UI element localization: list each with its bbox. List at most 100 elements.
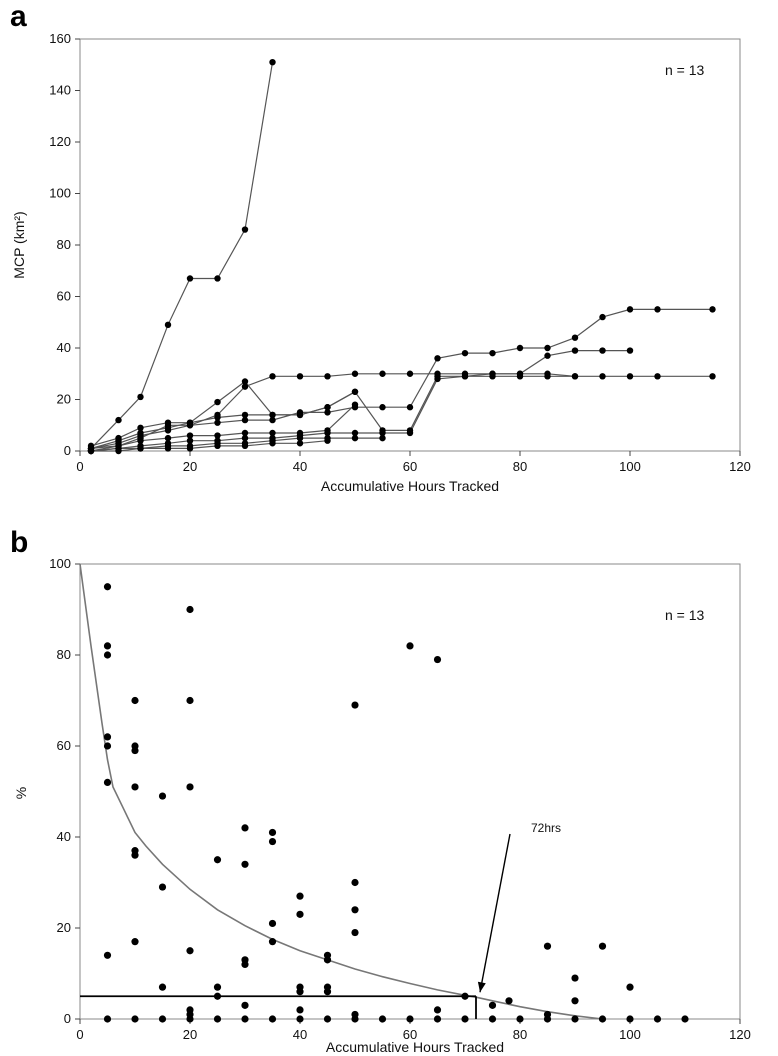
data-point — [268, 1015, 277, 1023]
data-point — [351, 906, 359, 914]
data-point — [186, 437, 194, 444]
data-point — [164, 434, 172, 442]
data-point — [598, 1015, 607, 1023]
data-point — [379, 404, 386, 411]
data-point — [505, 997, 513, 1005]
data-point — [296, 988, 304, 996]
data-point — [115, 447, 122, 455]
annotation-arrow-shaft — [479, 833, 511, 993]
x-tick-label-b: 120 — [729, 1027, 751, 1042]
data-point — [241, 860, 249, 868]
data-point — [137, 445, 144, 452]
data-point — [626, 347, 634, 354]
data-point — [434, 375, 441, 383]
data-point — [543, 942, 552, 950]
data-point — [654, 373, 661, 380]
data-point — [213, 983, 222, 991]
data-point — [186, 605, 194, 614]
data-point — [131, 1015, 139, 1023]
data-point — [571, 1015, 579, 1023]
data-point — [115, 416, 122, 424]
y-tick-label-b: 40 — [57, 829, 71, 844]
data-point — [544, 344, 551, 352]
data-point — [87, 447, 95, 455]
fit-curve-b — [79, 563, 603, 1020]
data-point — [324, 437, 331, 444]
data-point — [214, 419, 221, 426]
data-point — [488, 1001, 497, 1009]
data-point — [158, 1015, 167, 1023]
panel-a-label: a — [10, 0, 27, 33]
y-tick-label-a: 160 — [49, 31, 71, 46]
data-point — [626, 373, 634, 380]
data-point — [241, 960, 249, 969]
data-point — [406, 404, 414, 411]
data-point — [488, 1015, 497, 1023]
data-point — [434, 355, 441, 362]
y-tick-label-a: 60 — [57, 289, 71, 304]
x-tick-label-b: 100 — [619, 1027, 641, 1042]
data-point — [268, 938, 277, 946]
data-point — [269, 440, 276, 447]
data-point — [324, 404, 331, 411]
data-point — [213, 1015, 222, 1023]
data-point — [131, 783, 139, 791]
data-point — [164, 419, 172, 426]
y-tick-label-b: 80 — [57, 647, 71, 662]
y-tick-label-a: 20 — [57, 392, 71, 407]
data-point — [103, 778, 112, 787]
data-point — [241, 378, 249, 385]
data-point — [323, 988, 332, 996]
data-point — [103, 642, 112, 650]
ticks-b: 0 20 40 60 80 100 120 0 20 40 60 80 100 — [49, 556, 751, 1042]
data-point — [296, 1015, 304, 1023]
data-point — [296, 434, 304, 442]
data-point — [516, 344, 524, 352]
data-point — [103, 651, 112, 659]
data-point — [571, 347, 579, 354]
series-line-3 — [90, 373, 713, 452]
data-point — [131, 696, 139, 705]
data-point — [296, 440, 304, 447]
data-point — [324, 373, 331, 380]
data-point — [351, 1015, 359, 1023]
data-point — [241, 411, 249, 419]
data-point — [241, 383, 249, 390]
data-point — [241, 824, 249, 832]
data-point — [103, 951, 112, 959]
data-point — [214, 432, 221, 439]
y-tick-label-a: 80 — [57, 237, 71, 252]
data-point — [599, 347, 606, 354]
data-point — [137, 429, 144, 437]
data-point — [351, 370, 359, 377]
y-tick-label-a: 140 — [49, 83, 71, 98]
x-tick-label-a: 20 — [183, 459, 197, 474]
data-point — [351, 701, 359, 709]
data-point — [186, 275, 194, 282]
data-point — [626, 983, 634, 991]
data-point — [186, 432, 194, 439]
data-point — [164, 321, 172, 329]
x-tick-label-a: 40 — [293, 459, 307, 474]
y-tick-label-b: 20 — [57, 920, 71, 935]
y-tick-label-b: 100 — [49, 556, 71, 571]
x-axis-label-a: Accumulative Hours Tracked — [321, 478, 499, 494]
data-point — [241, 1001, 249, 1009]
data-point — [137, 437, 144, 444]
data-point — [137, 424, 144, 432]
arrow-label-72hrs: 72hrs — [531, 821, 561, 835]
panel-b: b n = 13 Accumulative Hours Tracked % 72… — [10, 526, 751, 1055]
data-point — [186, 1015, 194, 1023]
data-point — [544, 352, 551, 359]
data-point — [433, 655, 442, 664]
data-point — [158, 883, 167, 891]
plot-area-a — [79, 38, 741, 452]
data-point — [351, 434, 359, 442]
data-point — [379, 370, 386, 377]
data-point — [269, 429, 276, 437]
x-tick-label-b: 0 — [76, 1027, 83, 1042]
data-point — [709, 306, 716, 313]
data-point — [323, 1015, 332, 1023]
data-point — [571, 997, 579, 1005]
data-point — [461, 1015, 469, 1023]
